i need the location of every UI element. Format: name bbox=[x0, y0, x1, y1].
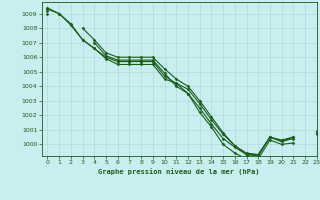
X-axis label: Graphe pression niveau de la mer (hPa): Graphe pression niveau de la mer (hPa) bbox=[99, 168, 260, 175]
